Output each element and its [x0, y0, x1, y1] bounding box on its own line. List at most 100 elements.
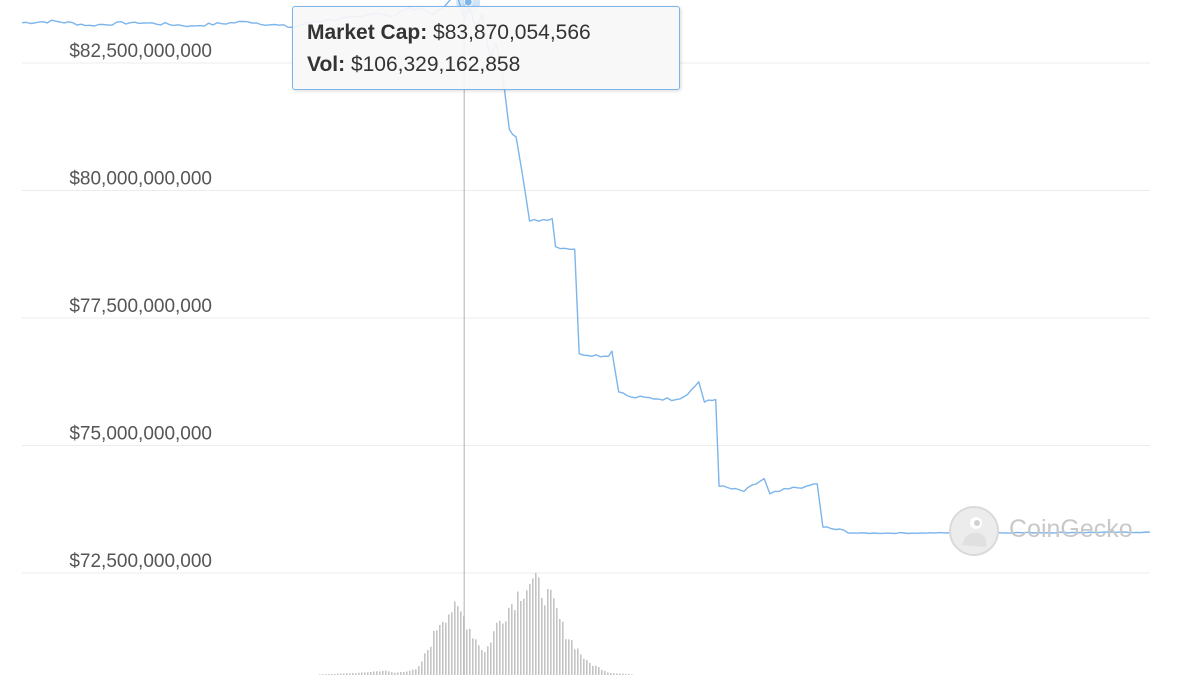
volume-bar [478, 645, 480, 675]
volume-bar [571, 640, 573, 675]
tooltip-vol-value: $106,329,162,858 [350, 53, 521, 76]
volume-bar [451, 612, 453, 675]
tooltip-vol-row: Vol: $106,329,162,858 [307, 49, 665, 81]
volume-bar [346, 673, 348, 675]
y-tick-label: $82,500,000,000 [69, 41, 212, 62]
volume-bar [622, 673, 624, 675]
volume-bar [412, 669, 414, 675]
volume-bar [544, 605, 546, 675]
grid-lines [22, 62, 1150, 574]
volume-bar [403, 671, 405, 675]
volume-bar [385, 670, 387, 675]
volume-bar [511, 604, 513, 675]
volume-bar [424, 653, 426, 675]
volume-bar [394, 672, 396, 675]
volume-bar [553, 598, 555, 675]
volume-bar [460, 611, 462, 675]
watermark-text: CoinGecko [1009, 515, 1133, 543]
volume-bar [592, 665, 594, 675]
volume-bar [448, 614, 450, 675]
volume-bar [370, 672, 372, 675]
volume-bar [430, 646, 432, 675]
volume-bar [397, 672, 399, 675]
volume-bar [568, 639, 570, 675]
volume-bar [601, 669, 603, 675]
volume-bar [550, 589, 552, 675]
volume-bar [433, 630, 435, 675]
volume-bar [610, 673, 612, 675]
volume-bar [415, 669, 417, 675]
volume-bar [508, 607, 510, 675]
volume-bar [613, 673, 615, 675]
volume-bar [580, 654, 582, 675]
volume-bar [574, 649, 576, 675]
volume-bar [493, 631, 495, 675]
volume-bar [616, 673, 618, 675]
y-tick-label: $80,000,000,000 [69, 169, 212, 190]
y-tick-label: $75,000,000,000 [69, 424, 212, 445]
tooltip: Market Cap: $83,870,054,566 Vol: $106,32… [292, 6, 680, 90]
volume-bar [520, 600, 522, 675]
volume-bar [595, 665, 597, 675]
volume-bar [541, 597, 543, 675]
volume-bar [376, 671, 378, 675]
volume-bar [388, 671, 390, 675]
y-tick-label: $72,500,000,000 [69, 551, 212, 572]
volume-bar [496, 622, 498, 675]
volume-bar [619, 673, 621, 675]
volume-bar [472, 638, 474, 675]
volume-bar [469, 628, 471, 675]
volume-bar [517, 591, 519, 675]
volume-bar [406, 671, 408, 675]
volume-bar [583, 658, 585, 675]
volume-bar [532, 578, 534, 675]
volume-bar [529, 583, 531, 675]
volume-bar [559, 619, 561, 675]
volume-bar [466, 629, 468, 675]
volume-bar [598, 667, 600, 675]
tooltip-market-cap-label: Market Cap: [307, 21, 428, 44]
volume-bar [355, 673, 357, 675]
volume-bar [499, 620, 501, 675]
volume-bar [343, 673, 345, 675]
volume-bar [505, 621, 507, 675]
volume-bar [514, 610, 516, 675]
volume-bar [379, 671, 381, 675]
volume-bar [625, 673, 627, 675]
volume-bar [358, 672, 360, 675]
y-tick-label: $77,500,000,000 [69, 296, 212, 317]
tooltip-market-cap-value: $83,870,054,566 [433, 21, 591, 44]
volume-bar [391, 672, 393, 675]
volume-bar [577, 648, 579, 675]
volume-bar [538, 577, 540, 675]
volume-bar [427, 650, 429, 675]
volume-bar [526, 590, 528, 675]
volume-bar [628, 673, 630, 675]
volume-bar [475, 639, 477, 675]
volume-bar [418, 666, 420, 675]
volume-bar [439, 624, 441, 675]
volume-bar [586, 660, 588, 675]
volume-bar [490, 642, 492, 675]
volume-bar [481, 650, 483, 675]
volume-bar [364, 672, 366, 675]
volume-bar [565, 639, 567, 675]
volume-bar [589, 662, 591, 675]
volume-bar [337, 673, 339, 675]
volume-bar [361, 672, 363, 675]
volume-bar [556, 608, 558, 675]
volume-bar [562, 621, 564, 675]
volume-bar [604, 670, 606, 675]
volume-bar [334, 673, 336, 675]
volume-bar [487, 646, 489, 675]
volume-bar [373, 671, 375, 675]
volume-bar [607, 672, 609, 675]
volume-bar [340, 673, 342, 675]
volume-bar [349, 673, 351, 675]
volume-bar [457, 606, 459, 675]
volume-bar [400, 672, 402, 675]
y-axis-labels: $82,500,000,000 $80,000,000,000 $77,500,… [69, 41, 212, 572]
volume-bars [319, 572, 633, 675]
tooltip-vol-label: Vol: [307, 53, 346, 76]
